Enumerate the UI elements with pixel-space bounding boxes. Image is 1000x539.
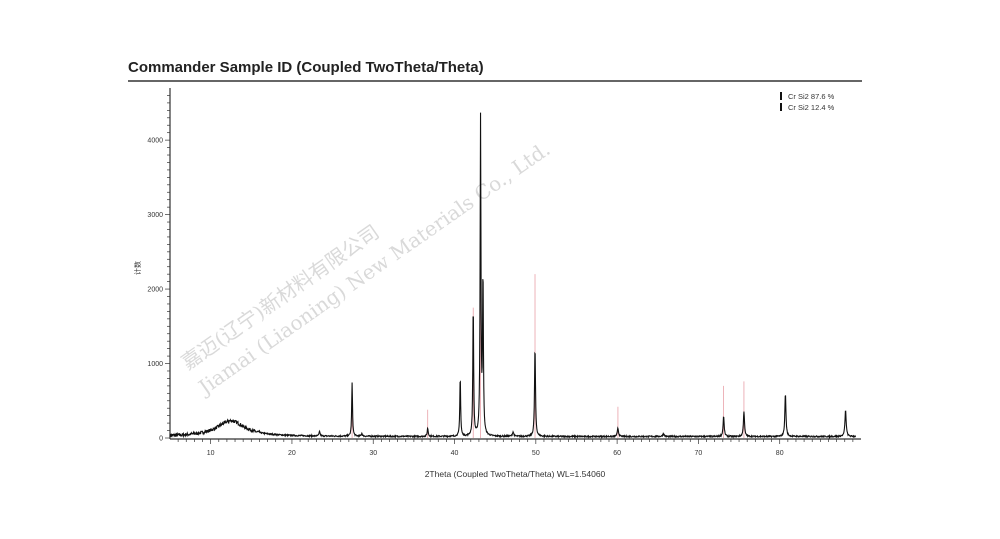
watermark-en: Jiamai (Liaoning) New Materials Co., Ltd… [192,137,554,400]
x-tick-label: 80 [776,450,784,457]
x-tick-label: 70 [695,450,703,457]
y-tick-label: 3000 [147,212,163,219]
series-line [169,112,857,440]
y-tick-label: 2000 [147,287,163,294]
legend-label: Cr Si2 12.4 % [788,103,835,112]
legend-swatch [780,103,782,111]
legend-label: Cr Si2 87.6 % [788,92,835,101]
legend: Cr Si2 87.6 % Cr Si2 12.4 % [780,92,835,112]
x-tick-label: 50 [532,450,540,457]
y-tick-label: 0 [159,436,163,443]
chart-title: Commander Sample ID (Coupled TwoTheta/Th… [128,59,484,76]
legend-swatch [780,92,782,100]
x-tick-label: 10 [207,450,215,457]
reference-sticks [351,121,745,438]
watermark: 嘉迈(辽宁)新材料有限公司 Jiamai (Liaoning) New Mate… [177,137,555,400]
axes: 10 20 30 40 50 60 70 80 0 1000 2000 3000 4000 [147,88,861,457]
x-tick-label: 30 [369,450,377,457]
x-axis-label: 2Theta (Coupled TwoTheta/Theta) WL=1.540… [425,469,606,479]
y-tick-label: 4000 [147,138,163,145]
y-axis-label: 计数 [133,261,142,275]
x-tick-label: 60 [613,450,621,457]
y-tick-label: 1000 [147,361,163,368]
x-tick-label: 20 [288,450,296,457]
x-tick-label: 40 [451,450,459,457]
